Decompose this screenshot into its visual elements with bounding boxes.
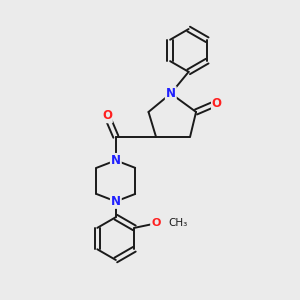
Text: N: N bbox=[166, 87, 176, 100]
Text: O: O bbox=[212, 97, 222, 110]
Text: N: N bbox=[111, 154, 121, 167]
Text: N: N bbox=[111, 195, 121, 208]
Text: O: O bbox=[102, 109, 112, 122]
Text: O: O bbox=[151, 218, 160, 228]
Text: CH₃: CH₃ bbox=[168, 218, 188, 228]
